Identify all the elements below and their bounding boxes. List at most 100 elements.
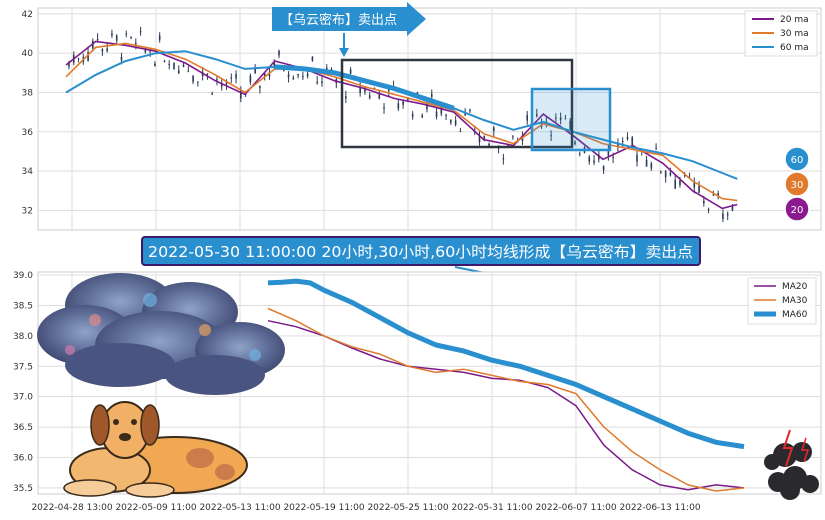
top-ma-lines bbox=[65, 40, 738, 210]
candle-body bbox=[383, 107, 385, 109]
candle-body bbox=[139, 31, 142, 33]
candle-body bbox=[163, 61, 166, 63]
badge-20-label: 20 bbox=[791, 205, 804, 216]
candle-body bbox=[77, 58, 80, 60]
top-y-tick-label: 34 bbox=[22, 167, 34, 177]
top-y-tick-label: 40 bbox=[22, 49, 34, 59]
candle-body bbox=[507, 144, 509, 146]
candle-body bbox=[240, 89, 242, 99]
bottom-y-tick-label: 39.0 bbox=[13, 271, 33, 281]
candle-body bbox=[273, 61, 276, 68]
top-chart-panel: 32 34 36 38 40 42 【乌云密布】卖出点 20 ma 30 ma 60 ma… bbox=[22, 2, 822, 231]
badge-20 bbox=[784, 196, 810, 222]
candle-body bbox=[259, 85, 261, 88]
candle-body bbox=[282, 70, 285, 72]
bottom-x-tick-label: 2022-05-09 11:00 bbox=[115, 503, 196, 513]
candle-body bbox=[263, 73, 266, 77]
candle-body bbox=[430, 93, 433, 97]
ma-badges: 60 30 20 bbox=[784, 146, 810, 222]
candle-body bbox=[726, 213, 729, 216]
candle-body bbox=[559, 117, 562, 120]
bottom-line-ma20 bbox=[267, 319, 745, 491]
candle-body bbox=[602, 166, 605, 171]
candle-body bbox=[306, 73, 309, 77]
candle-body bbox=[683, 175, 686, 177]
candle-body bbox=[435, 111, 438, 117]
candle-body bbox=[679, 180, 681, 186]
candle-body bbox=[483, 135, 486, 139]
candle-body bbox=[249, 75, 252, 83]
top-plot-area bbox=[37, 7, 822, 231]
candle-body bbox=[593, 160, 595, 163]
candle-body bbox=[569, 120, 571, 130]
dark-cloud-lightning-icon bbox=[764, 429, 819, 500]
candle-body bbox=[321, 81, 323, 84]
candle-body bbox=[201, 72, 204, 77]
top-y-tick-label: 42 bbox=[22, 10, 33, 20]
candle-body bbox=[397, 103, 400, 109]
top-y-axis: 32 34 36 38 40 42 bbox=[22, 10, 34, 216]
mid-banner-text: 2022-05-30 11:00:00 20小时,30小时,60小时均线形成【乌… bbox=[148, 243, 693, 261]
candle-body bbox=[225, 81, 228, 85]
candle-body bbox=[421, 115, 424, 118]
candle-body bbox=[87, 52, 89, 61]
candle-body bbox=[144, 49, 147, 53]
candle-body bbox=[120, 56, 123, 61]
candle-body bbox=[621, 140, 624, 142]
candle-body bbox=[125, 33, 128, 35]
candle-body bbox=[168, 64, 171, 66]
candle-body bbox=[459, 131, 462, 133]
storm-cloud-illustration bbox=[37, 273, 285, 395]
candle-body bbox=[278, 50, 280, 56]
bottom-y-tick-label: 38.0 bbox=[13, 332, 33, 342]
candle-body bbox=[158, 35, 161, 40]
highlight-box bbox=[530, 87, 612, 152]
legend-label-ma30: MA30 bbox=[782, 296, 808, 306]
bottom-x-tick-label: 2022-04-28 13:00 bbox=[31, 503, 112, 513]
candle-body bbox=[731, 206, 734, 211]
candle-body bbox=[197, 81, 199, 83]
candle-body bbox=[206, 73, 209, 75]
badge-60-label: 60 bbox=[791, 155, 804, 166]
candle-body bbox=[664, 171, 667, 178]
candle-body bbox=[302, 76, 304, 78]
candle-body bbox=[345, 96, 347, 99]
candle-body bbox=[674, 179, 676, 189]
candle-body bbox=[135, 42, 137, 45]
candle-body bbox=[493, 127, 495, 131]
candle-body bbox=[703, 200, 705, 204]
candle-body bbox=[287, 74, 290, 78]
candle-body bbox=[268, 72, 271, 77]
bottom-line-ma60 bbox=[267, 278, 745, 450]
candle-body bbox=[407, 97, 409, 101]
bottom-x-tick-label: 2022-06-13 11:00 bbox=[619, 503, 700, 513]
legend-label-20ma: 20 ma bbox=[780, 15, 809, 25]
candle-body bbox=[698, 185, 700, 193]
candle-body bbox=[364, 88, 366, 93]
candle-body bbox=[297, 73, 299, 76]
dog-illustration bbox=[63, 401, 248, 498]
bottom-y-tick-label: 37.0 bbox=[13, 393, 33, 403]
bottom-x-tick-label: 2022-05-31 11:00 bbox=[451, 503, 532, 513]
candle-body bbox=[564, 118, 567, 120]
candle-body bbox=[669, 172, 672, 176]
candle-body bbox=[149, 50, 151, 52]
candle-body bbox=[411, 114, 414, 117]
candle-body bbox=[650, 163, 653, 169]
bottom-y-tick-label: 37.5 bbox=[13, 362, 33, 372]
bottom-x-tick-label: 2022-05-13 11:00 bbox=[199, 503, 280, 513]
badge-60 bbox=[784, 146, 810, 172]
bottom-y-axis: 35.5 36.0 36.5 37.0 37.5 38.0 38.5 39.0 bbox=[13, 271, 33, 494]
candle-body bbox=[645, 159, 648, 167]
mid-banner: 2022-05-30 11:00:00 20小时,30小时,60小时均线形成【乌… bbox=[141, 236, 701, 266]
bottom-y-tick-label: 36.5 bbox=[13, 423, 33, 433]
candle-body bbox=[502, 158, 505, 160]
candle-body bbox=[535, 114, 538, 117]
candle-body bbox=[712, 194, 715, 196]
candle-body bbox=[292, 77, 295, 80]
candle-body bbox=[359, 86, 361, 94]
candle-body bbox=[598, 154, 600, 160]
down-arrow-icon bbox=[339, 48, 349, 57]
candle-body bbox=[655, 147, 657, 149]
